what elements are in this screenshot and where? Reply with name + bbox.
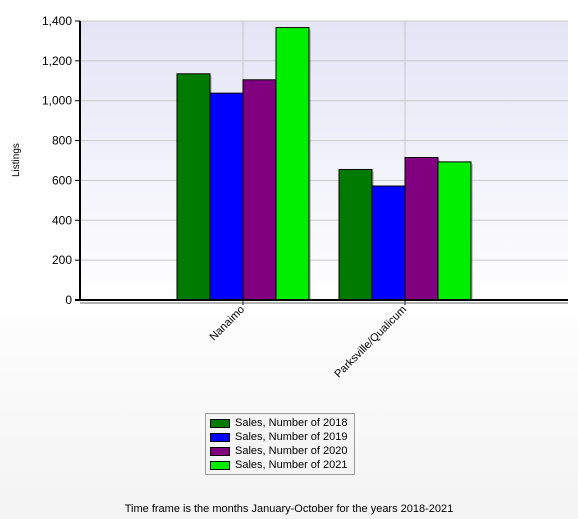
legend: Sales, Number of 2018 Sales, Number of 20…: [205, 413, 355, 475]
y-tick-label: 600: [52, 173, 72, 187]
legend-swatch: [210, 460, 230, 470]
y-tick-label: 800: [52, 134, 72, 148]
legend-item: Sales, Number of 2021: [210, 458, 350, 472]
y-axis-label: Listings: [11, 143, 22, 177]
x-tick-label: Nanaimo: [208, 304, 248, 344]
y-tick-label: 0: [65, 293, 72, 307]
plot-area: [80, 21, 568, 300]
x-tick-label: Parksville/Qualicum: [332, 304, 409, 381]
legend-swatch: [210, 446, 230, 456]
y-tick-label: 1,000: [42, 94, 72, 108]
legend-label: Sales, Number of 2019: [235, 431, 348, 443]
legend-item: Sales, Number of 2020: [210, 444, 350, 458]
bar-nanaimo-0: [176, 73, 211, 301]
legend-label: Sales, Number of 2020: [235, 445, 348, 457]
bar-parksville-qualicum-3: [437, 161, 472, 301]
bar-parksville-qualicum-2: [404, 157, 439, 301]
footer-note: Time frame is the months January-October…: [124, 503, 454, 515]
bar-parksville-qualicum-1: [371, 185, 406, 301]
y-tick-label: 200: [52, 253, 72, 267]
legend-swatch: [210, 432, 230, 442]
legend-swatch: [210, 418, 230, 428]
bar-nanaimo-2: [242, 79, 277, 301]
legend-item: Sales, Number of 2019: [210, 430, 350, 444]
bar-nanaimo-3: [275, 27, 310, 301]
y-tick-label: 1,200: [42, 54, 72, 68]
bar-nanaimo-1: [209, 92, 244, 301]
y-tick-label: 1,400: [42, 14, 72, 28]
bar-parksville-qualicum-0: [338, 168, 373, 301]
legend-label: Sales, Number of 2018: [235, 417, 348, 429]
legend-item: Sales, Number of 2018: [210, 416, 350, 430]
y-tick-label: 400: [52, 213, 72, 227]
legend-label: Sales, Number of 2021: [235, 459, 348, 471]
